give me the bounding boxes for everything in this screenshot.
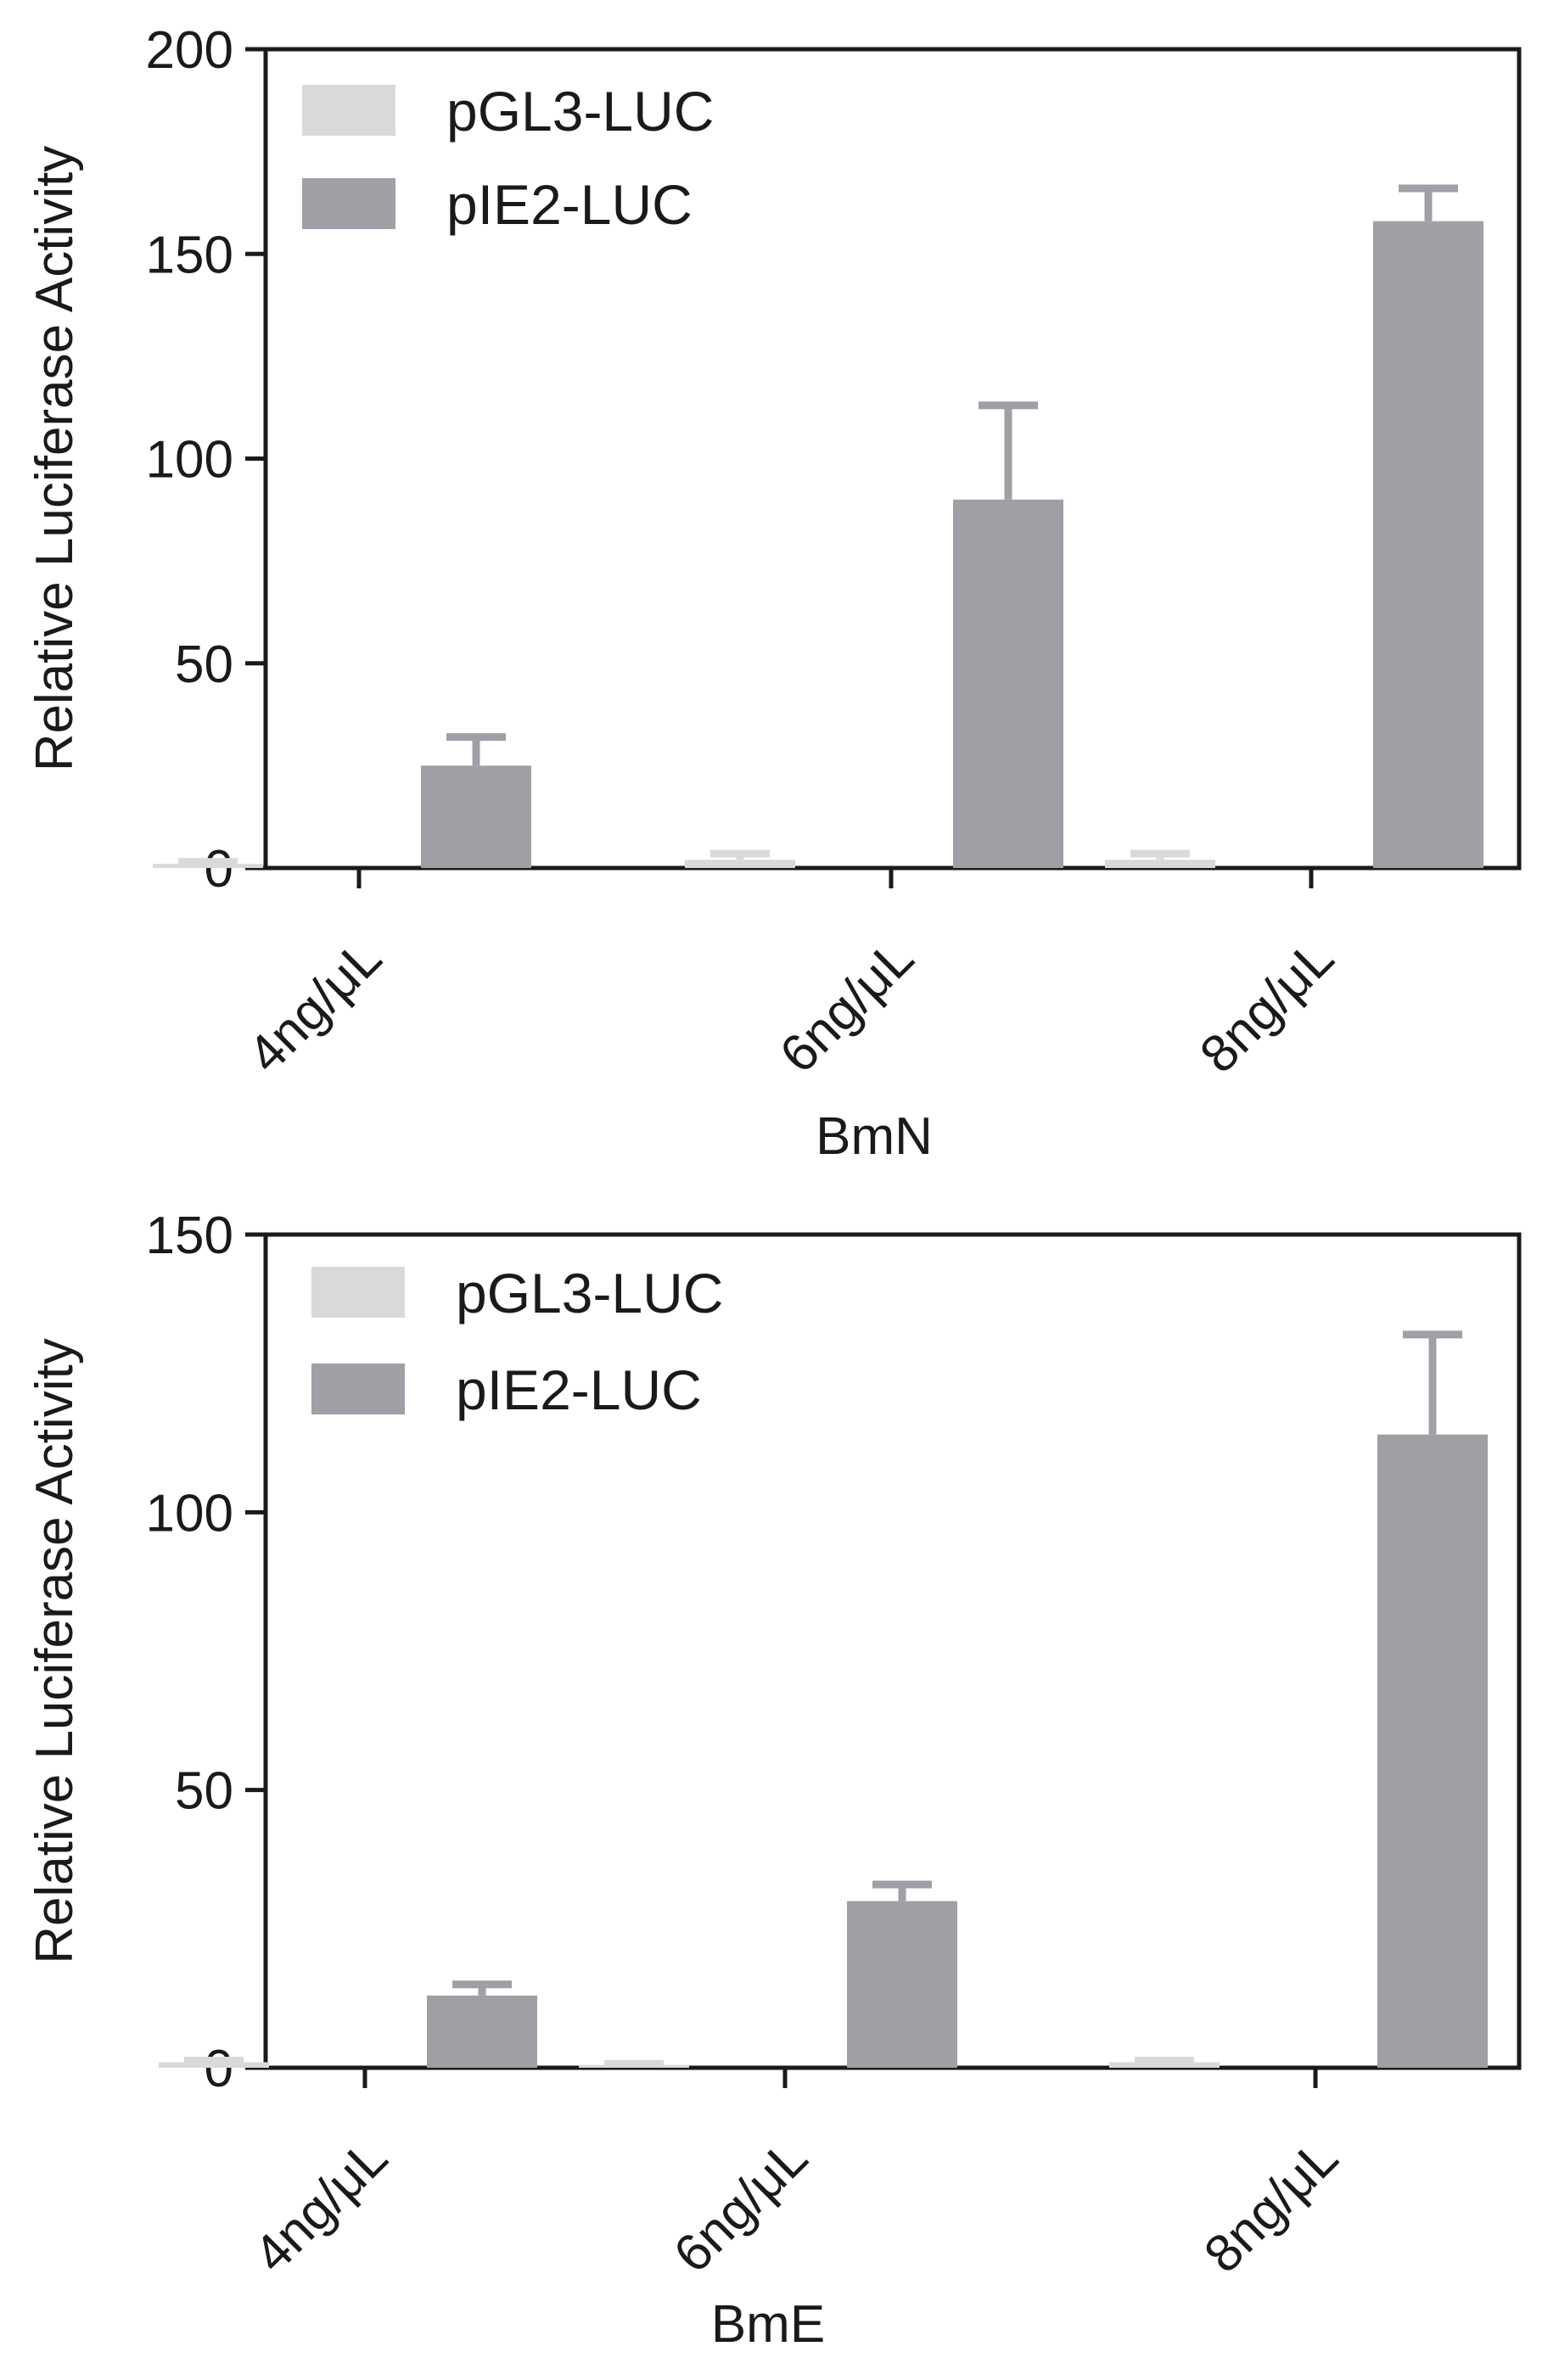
legend-swatch <box>302 85 395 136</box>
plot-frame <box>263 47 1522 871</box>
bar-pGL3-LUC-4ng/μL <box>159 2062 269 2068</box>
x-category-label: 4ng/μL <box>243 2128 399 2284</box>
bar-pGL3-LUC-4ng/μL <box>153 864 263 868</box>
bar-pGL3-LUC-8ng/μL <box>1109 2062 1220 2068</box>
bar-pIE2-LUC-6ng/μL <box>847 1901 957 2068</box>
y-tick-label: 0 <box>205 840 233 899</box>
bar-pIE2-LUC-8ng/μL <box>1377 1434 1488 2068</box>
y-tick-label: 100 <box>146 431 233 490</box>
x-category-label: 6ng/μL <box>769 928 925 1084</box>
legend-swatch <box>311 1267 405 1318</box>
y-tick-label: 100 <box>146 1484 233 1543</box>
bar-pIE2-LUC-8ng/μL <box>1373 221 1483 868</box>
legend-label: pIE2-LUC <box>456 1358 702 1421</box>
x-category-label: 4ng/μL <box>237 928 393 1084</box>
y-tick-label: 0 <box>205 2040 233 2098</box>
x-axis-title: BmN <box>816 1107 933 1166</box>
bar-pGL3-LUC-8ng/μL <box>1105 860 1215 868</box>
x-category-label: 8ng/μL <box>1189 928 1345 1084</box>
bar-pGL3-LUC-6ng/μL <box>685 860 795 868</box>
chart-panel-2: 0 50 100 150 Relative Luciferase Activity 4ng… <box>25 1207 1522 2354</box>
x-axis-title: BmE <box>711 2295 825 2354</box>
legend-label: pGL3-LUC <box>446 80 714 143</box>
y-tick-label: 150 <box>146 1207 233 1265</box>
legend-swatch <box>302 178 395 229</box>
y-axis-title: Relative Luciferase Activity <box>25 1338 84 1963</box>
x-category-label: 6ng/μL <box>663 2128 819 2284</box>
bar-pIE2-LUC-6ng/μL <box>953 499 1063 868</box>
y-tick-label: 50 <box>175 1762 233 1821</box>
y-axis-title: Relative Luciferase Activity <box>25 146 84 771</box>
legend-label: pIE2-LUC <box>446 173 693 236</box>
y-tick-label: 50 <box>175 636 233 694</box>
legend-swatch <box>311 1364 405 1414</box>
y-tick-label: 200 <box>146 21 233 80</box>
y-tick-label: 150 <box>146 226 233 284</box>
chart-panel-1: 0 50 100 150 200 Relative Luciferase Activity… <box>25 21 1522 1166</box>
bar-pIE2-LUC-4ng/μL <box>421 765 531 868</box>
legend-label: pGL3-LUC <box>456 1262 723 1324</box>
bar-pIE2-LUC-4ng/μL <box>427 1995 537 2068</box>
x-category-label: 8ng/μL <box>1193 2128 1349 2284</box>
